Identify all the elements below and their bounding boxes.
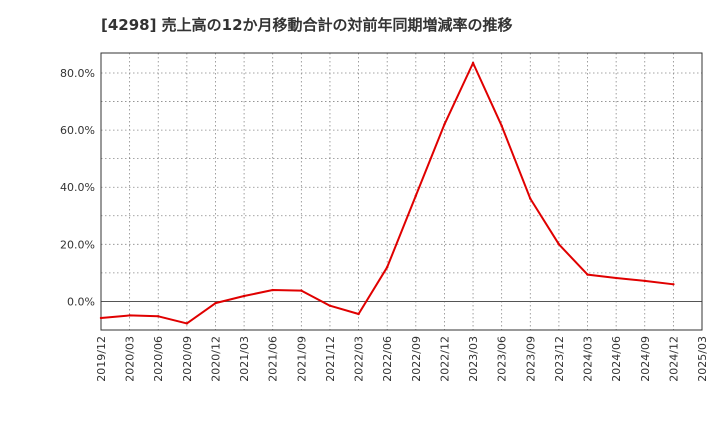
data-point <box>643 279 646 283</box>
x-tick-label: 2024/09 <box>639 336 652 382</box>
x-tick-label: 2022/03 <box>353 336 366 382</box>
x-tick-label: 2023/09 <box>524 336 537 382</box>
x-tick-label: 2023/03 <box>467 336 480 382</box>
data-point <box>557 243 561 246</box>
data-point <box>614 276 618 280</box>
x-tick-label: 2021/09 <box>295 336 308 382</box>
x-tick-label: 2022/09 <box>410 336 423 382</box>
x-tick-label: 2022/06 <box>381 336 394 382</box>
y-tick-label: 0.0% <box>67 295 95 308</box>
data-point <box>385 265 389 269</box>
x-axis-ticks: 2019/12 2020/03 2020/06 2020/09 2020/12 2021/… <box>95 336 709 382</box>
y-tick-label: 60.0% <box>60 124 95 137</box>
data-point <box>128 314 131 317</box>
grid-lines <box>100 53 703 331</box>
x-tick-label: 2022/12 <box>438 336 451 382</box>
x-tick-label: 2020/06 <box>152 336 165 382</box>
data-point <box>443 123 446 126</box>
x-tick-label: 2019/12 <box>95 336 108 382</box>
x-tick-label: 2025/03 <box>696 336 709 382</box>
x-tick-label: 2020/09 <box>181 336 194 382</box>
x-tick-label: 2023/06 <box>496 336 509 382</box>
data-point <box>214 301 217 305</box>
x-tick-label: 2021/12 <box>324 336 337 382</box>
x-tick-label: 2021/06 <box>267 336 280 382</box>
y-tick-label: 20.0% <box>60 238 95 251</box>
data-point <box>500 124 503 128</box>
data-point <box>328 304 332 307</box>
data-point <box>586 273 589 276</box>
series-group <box>99 61 675 325</box>
plot-area-frame <box>100 52 703 331</box>
data-point <box>529 197 532 200</box>
x-tick-label: 2023/12 <box>553 336 566 382</box>
y-axis-ticks: 0.0% 20.0% 40.0% 60.0% 80.0% <box>60 67 95 308</box>
data-point <box>157 315 160 318</box>
data-point <box>471 61 475 65</box>
data-point <box>242 294 246 298</box>
y-tick-label: 80.0% <box>60 67 95 80</box>
x-tick-label: 2020/12 <box>209 336 222 382</box>
data-point <box>357 312 360 316</box>
data-point <box>300 289 303 292</box>
x-tick-label: 2021/03 <box>238 336 251 382</box>
data-point <box>99 316 103 320</box>
x-tick-label: 2024/12 <box>667 336 680 382</box>
data-point <box>185 322 189 325</box>
x-tick-label: 2024/06 <box>610 336 623 382</box>
data-point <box>414 194 418 197</box>
chart-title: [4298] 売上高の12か月移動合計の対前年同期増減率の推移 <box>101 16 513 34</box>
y-tick-label: 40.0% <box>60 181 95 194</box>
x-tick-label: 2024/03 <box>582 336 595 382</box>
data-point <box>672 283 675 286</box>
x-tick-label: 2020/03 <box>124 336 137 382</box>
data-point <box>271 288 274 292</box>
